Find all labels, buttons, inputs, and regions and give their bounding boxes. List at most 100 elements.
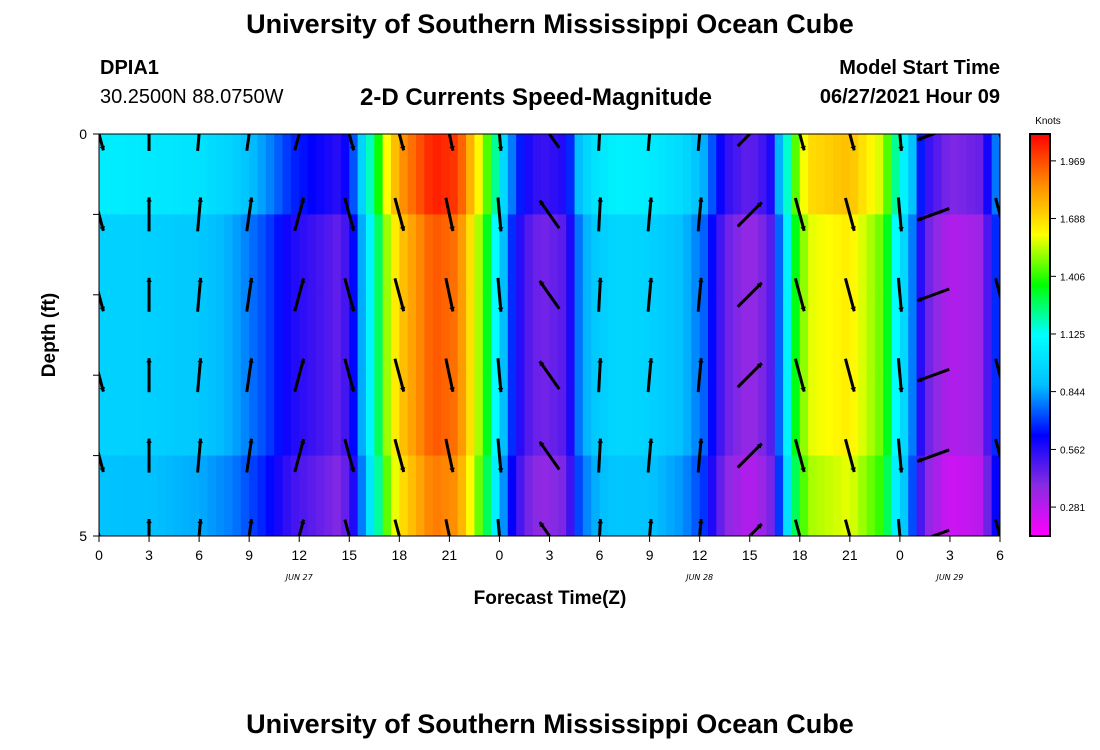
heatmap-cell [374,294,384,376]
heatmap-cell [899,375,909,457]
vector-head [697,277,704,283]
heatmap-cell [199,455,209,536]
heatmap-cell [382,294,392,376]
vector-head [850,386,856,392]
current-vector [916,287,950,303]
heatmap-cell [624,294,634,376]
vector-shaft [898,134,903,152]
vector-head [539,280,545,286]
x-tick-label: 0 [496,547,504,563]
heatmap-cell [791,294,801,376]
vector-shaft [497,134,503,152]
heatmap-cell [916,294,926,376]
heatmap-cell [390,214,400,296]
heatmap-cell [641,455,651,536]
current-vector [736,134,752,148]
heatmap-cell [99,375,108,457]
heatmap-cell [824,294,834,376]
heatmap-cell [974,134,984,215]
vector-head [497,146,504,151]
heatmap-cell [466,134,476,215]
heatmap-cell [474,294,484,376]
vector-head [197,277,204,283]
heatmap-cell [841,375,851,457]
heatmap-cell [949,134,959,215]
vector-shaft [247,518,254,536]
heatmap-cell [682,134,692,215]
heatmap-cell [883,455,893,536]
heatmap-cell [474,214,484,296]
current-vector [793,358,806,393]
heatmap-cell [157,134,167,215]
heatmap-cell [849,294,859,376]
current-vector [843,277,856,312]
heatmap-cell [783,375,793,457]
vector-shaft [597,438,602,473]
vector-shaft [496,277,503,312]
heatmap-cell [783,455,793,536]
current-vector [896,277,904,312]
heatmap-cell [966,375,976,457]
heatmap-cell [691,455,701,536]
heatmap-cell [257,214,267,296]
current-vector [146,519,152,536]
date-label: JUN 27 [284,573,314,582]
heatmap-cell [449,134,459,215]
current-vector [196,277,204,312]
heatmap-cell [265,375,275,457]
heatmap-cell [491,455,501,536]
heatmap-cell [858,134,868,215]
heatmap-cell [524,294,534,376]
current-vector [146,438,152,473]
current-vector [597,197,604,232]
heatmap-cell [532,214,542,296]
heatmap-cell [466,214,476,296]
current-vector [896,438,904,473]
vector-head [597,117,603,121]
heatmap-cell [199,214,209,296]
vector-head [248,117,254,121]
heatmap-cell [407,375,417,457]
vector-head [299,439,306,444]
vector-head [349,145,356,151]
heatmap-cell [274,375,284,457]
heatmap-cell [516,134,526,215]
heatmap-cell [799,375,809,457]
vector-head [1001,387,1006,392]
current-vector [497,134,504,152]
heatmap-cell [340,294,350,376]
vector-shaft [393,197,406,232]
vector-head [349,306,356,312]
heatmap-cell [924,375,934,457]
x-tick-label: 12 [692,547,708,563]
heatmap-cell [157,455,167,536]
heatmap-cell [574,375,584,457]
heatmap-cell [891,134,901,215]
x-axis-label: Forecast Time(Z) [474,588,627,609]
colorbar-tick-label: 0.844 [1060,388,1085,399]
heatmap-cell [182,455,192,536]
vector-head [539,361,545,367]
heatmap-cell [582,134,592,215]
vector-head [449,146,455,151]
heatmap-cell [124,134,133,215]
heatmap-cell [124,455,133,536]
current-vector [793,277,806,312]
vector-head [756,282,762,288]
page-title: University of Southern Mississippi Ocean… [246,9,854,39]
current-vector [916,207,950,222]
current-vector [343,358,356,393]
heatmap-cell [966,455,976,536]
vector-shaft [646,134,652,152]
current-vector [444,358,455,393]
vector-head [917,296,923,302]
heatmap-cell [265,294,275,376]
vector-shaft [538,360,561,390]
vector-head [1001,226,1006,231]
heatmap-cell [532,294,542,376]
vector-shaft [538,199,561,230]
colorbar-ticks: 0.281 0.562 0.844 1.125 1.406 1.688 1.969 [1050,157,1085,514]
heatmap-cell [441,294,450,376]
heatmap-cell [724,375,734,457]
heatmap-cell [582,214,592,296]
